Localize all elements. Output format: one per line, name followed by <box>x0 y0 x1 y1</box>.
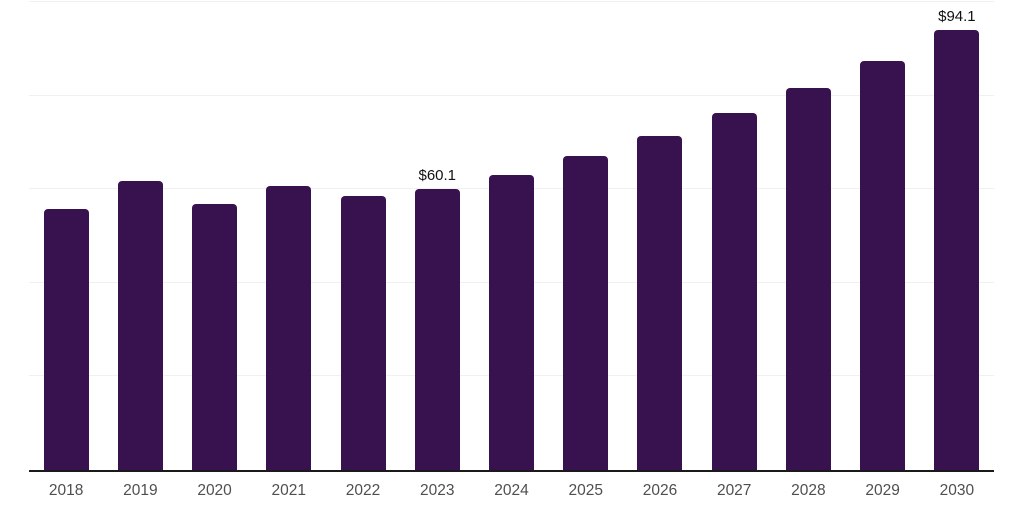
tick-label-2019: 2019 <box>123 482 158 499</box>
x-axis: 2018 2019 2020 2021 2022 2023 2024 2025 2026 2027… <box>29 483 994 503</box>
tick-label-2024: 2024 <box>494 482 529 499</box>
tick-label-2027: 2027 <box>716 482 752 499</box>
data-label-2023: $60.1 <box>418 166 457 184</box>
plot-area: $60.1 $94.1 <box>29 1 994 472</box>
bar-2028 <box>785 88 831 470</box>
gridline-80 <box>29 94 994 96</box>
bar-2027 <box>711 112 757 470</box>
bar-2025 <box>563 155 609 470</box>
tick-label-2020: 2020 <box>197 482 232 499</box>
data-label-2030: $94.1 <box>938 7 976 25</box>
tick-label-2023: 2023 <box>420 482 455 499</box>
bar-2023 <box>414 188 460 470</box>
bar-2026 <box>637 136 683 470</box>
gridline-100 <box>29 1 994 2</box>
tick-label-2026: 2026 <box>642 482 678 499</box>
bar-2018 <box>43 209 89 470</box>
tick-label-2029: 2029 <box>865 482 900 499</box>
tick-label-2018: 2018 <box>48 482 84 499</box>
tick-label-2028: 2028 <box>791 482 826 499</box>
tick-label-2022: 2022 <box>345 482 381 499</box>
bar-2024 <box>489 175 534 470</box>
bar-2022 <box>340 195 386 470</box>
bar-2020 <box>192 203 238 470</box>
tick-label-2025: 2025 <box>568 482 603 499</box>
bar-2021 <box>266 185 312 470</box>
bar-2029 <box>860 60 906 470</box>
x-axis-line <box>29 470 994 472</box>
bar-2030 <box>934 29 980 470</box>
tick-label-2021: 2021 <box>271 482 307 499</box>
bar-2019 <box>117 180 163 470</box>
tick-label-2030: 2030 <box>939 482 975 499</box>
